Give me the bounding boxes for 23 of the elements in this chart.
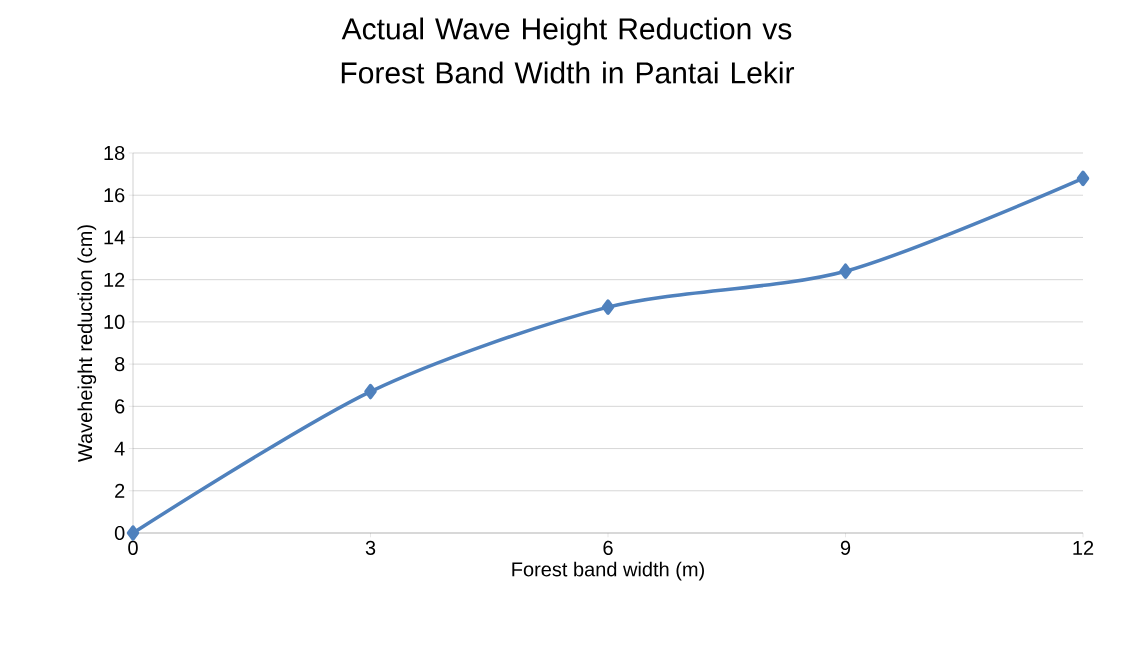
point bbox=[364, 383, 377, 400]
chart-title: Actual Wave Height Reduction vs Forest Band Width in Pantai Lekir bbox=[341, 17, 795, 84]
point bbox=[126, 525, 140, 541]
x-axis-title: Forest band width (m) bbox=[512, 561, 704, 581]
x-tick-label: 3 bbox=[365, 540, 376, 555]
y-tick-label: 4 bbox=[114, 441, 125, 456]
y-tick-label: 2 bbox=[115, 483, 125, 498]
point bbox=[1076, 170, 1090, 187]
y-tick-label: 16 bbox=[104, 188, 125, 203]
y-tick-label: 12 bbox=[104, 272, 125, 287]
x-tick-label: 12 bbox=[1073, 540, 1094, 555]
x-tick-label: 6 bbox=[603, 540, 613, 555]
y-tick-label: 6 bbox=[115, 399, 125, 414]
y-axis-title: Waveheight reduction (cm) bbox=[77, 225, 97, 463]
y-tick-label: 18 bbox=[104, 145, 125, 161]
x-tick-label: 9 bbox=[840, 540, 851, 555]
x-tick-label: 0 bbox=[128, 540, 138, 555]
point bbox=[601, 299, 615, 315]
y-tick-label: 8 bbox=[114, 357, 125, 372]
y-tick-label: 14 bbox=[104, 230, 125, 245]
y-tick-label: 0 bbox=[114, 525, 125, 541]
y-tick-label: 10 bbox=[104, 314, 125, 329]
point bbox=[839, 263, 852, 279]
